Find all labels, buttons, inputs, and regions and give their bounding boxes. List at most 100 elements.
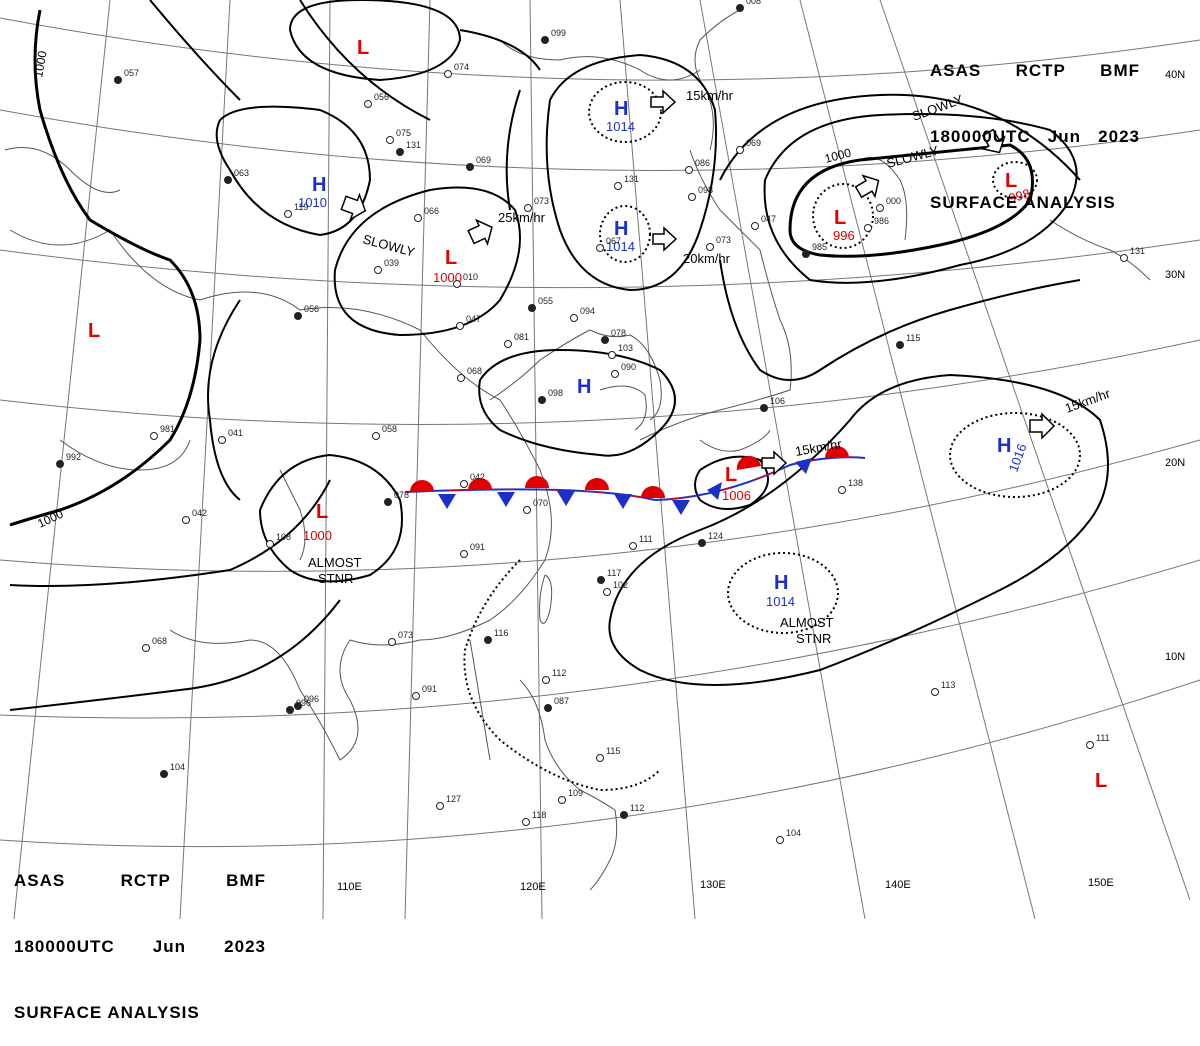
station-pressure: 124: [708, 531, 723, 541]
station-pressure: 078: [394, 490, 409, 500]
high-symbol: H: [614, 218, 628, 240]
station-pressure: 117: [607, 568, 621, 578]
station-marker: [620, 811, 628, 819]
header-station: RCTP: [1015, 61, 1066, 80]
station-marker: [629, 542, 637, 550]
header-time: 180000UTC: [930, 127, 1031, 146]
station-pressure: 008: [746, 0, 761, 6]
station-pressure: 111: [1096, 733, 1110, 743]
motion-label: STNR: [318, 571, 353, 586]
station-marker: [736, 4, 744, 12]
high-pressure: 1014: [606, 239, 635, 254]
lon-label: 140E: [885, 879, 911, 891]
station-plots: 057 075 056 063 119 074 069 066 073 099 131 098 131 0…: [56, 0, 1145, 844]
station-marker: [182, 516, 190, 524]
station-marker: [294, 312, 302, 320]
station-marker: [444, 70, 452, 78]
coastlines: [4, 9, 1151, 891]
low-symbol: L: [1095, 770, 1107, 792]
station-pressure: 073: [534, 196, 549, 206]
station-marker: [218, 436, 226, 444]
station-pressure: 992: [66, 452, 81, 462]
station-marker: [286, 706, 294, 714]
station-marker: [374, 266, 382, 274]
station-pressure: 087: [554, 696, 569, 706]
station-marker: [114, 76, 122, 84]
station-marker: [457, 374, 465, 382]
header-year: 2023: [1098, 127, 1140, 146]
station-marker: [1086, 741, 1094, 749]
station-pressure: 096: [304, 694, 319, 704]
station-marker: [544, 704, 552, 712]
low-pressure: 998: [1007, 186, 1032, 206]
station-marker: [453, 280, 461, 288]
station-pressure: 115: [606, 746, 620, 756]
station-pressure: 069: [746, 138, 761, 148]
station-marker: [688, 193, 696, 201]
station-marker: [601, 336, 609, 344]
station-marker: [412, 692, 420, 700]
station-pressure: 042: [192, 508, 207, 518]
header-year: 2023: [224, 937, 266, 956]
station-pressure: 115: [906, 333, 920, 343]
station-marker: [896, 341, 904, 349]
header-agency: ASAS: [14, 871, 66, 890]
station-pressure: 099: [551, 28, 566, 38]
station-pressure: 010: [463, 272, 478, 282]
lat-label: 20N: [1165, 457, 1185, 469]
station-pressure: 119: [294, 202, 308, 212]
station-pressure: 068: [467, 366, 482, 376]
stationary-front: [404, 446, 866, 515]
station-marker: [386, 136, 394, 144]
station-marker: [685, 166, 693, 174]
low-pressure: 996: [833, 228, 855, 243]
station-marker: [597, 576, 605, 584]
header-time: 180000UTC: [14, 937, 115, 956]
station-marker: [751, 222, 759, 230]
station-pressure: 073: [398, 630, 413, 640]
station-marker: [150, 432, 158, 440]
station-pressure: 090: [621, 362, 636, 372]
station-marker: [528, 304, 536, 312]
station-marker: [372, 432, 380, 440]
station-marker: [538, 396, 546, 404]
station-marker: [522, 818, 530, 826]
station-marker: [436, 802, 444, 810]
station-pressure: 078: [611, 328, 626, 338]
station-pressure: 000: [886, 196, 901, 206]
high-symbol: H: [577, 376, 591, 398]
high-pressure: 1014: [766, 594, 795, 609]
lon-label: 120E: [520, 881, 546, 893]
low-symbol: L: [88, 320, 100, 342]
station-marker: [931, 688, 939, 696]
motion-label: STNR: [796, 631, 831, 646]
high-pressure: 1014: [606, 119, 635, 134]
header-agency: ASAS: [930, 61, 982, 80]
station-pressure: 069: [476, 155, 491, 165]
station-marker: [396, 148, 404, 156]
station-pressure: 138: [848, 478, 863, 488]
station-marker: [388, 638, 396, 646]
station-pressure: 106: [770, 396, 785, 406]
station-pressure: 086: [695, 158, 710, 168]
station-pressure: 104: [786, 828, 801, 838]
station-pressure: 056: [304, 304, 319, 314]
station-marker: [504, 340, 512, 348]
station-pressure: 047: [761, 214, 776, 224]
station-marker: [294, 702, 302, 710]
lon-label: 110E: [337, 881, 362, 893]
high-symbol: H: [774, 572, 788, 594]
station-pressure: 057: [124, 68, 139, 78]
station-pressure: 981: [160, 424, 175, 434]
station-pressure: 112: [630, 803, 644, 813]
station-pressure: 091: [470, 542, 485, 552]
station-marker: [1120, 254, 1128, 262]
station-pressure: 103: [618, 343, 633, 353]
station-pressure: 074: [454, 62, 469, 72]
station-pressure: 068: [152, 636, 167, 646]
low-symbol: L: [316, 501, 328, 523]
station-pressure: 075: [396, 128, 411, 138]
station-pressure: 056: [374, 92, 389, 102]
station-marker: [603, 588, 611, 596]
station-marker: [596, 754, 604, 762]
